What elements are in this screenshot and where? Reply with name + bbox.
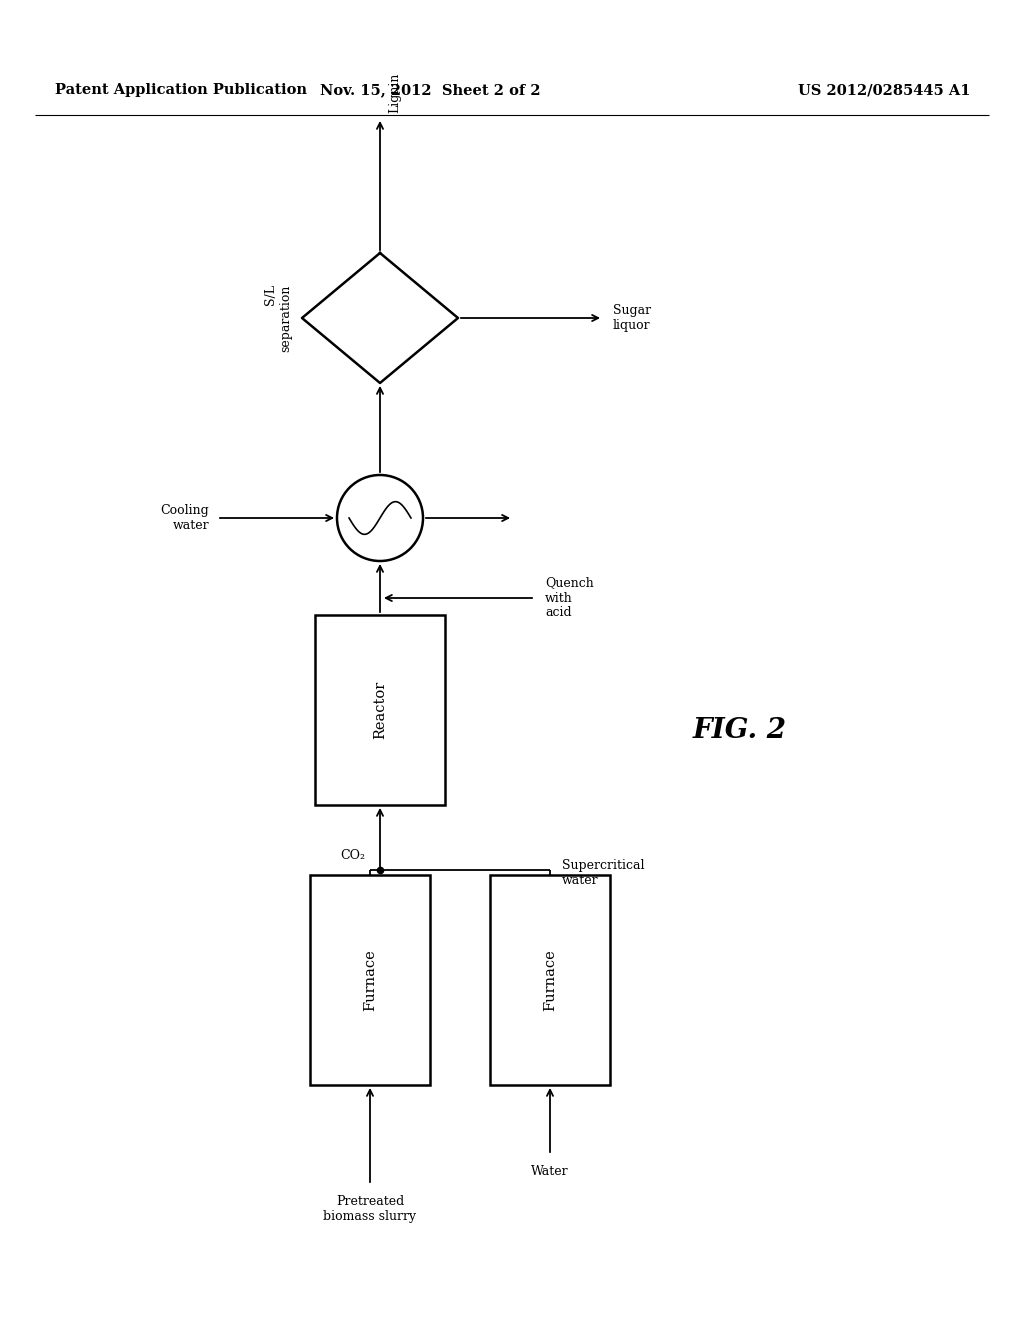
- Text: US 2012/0285445 A1: US 2012/0285445 A1: [798, 83, 970, 96]
- Text: Furnace: Furnace: [362, 949, 377, 1011]
- Text: S/L
separation: S/L separation: [264, 284, 292, 351]
- Text: Pretreated
biomass slurry: Pretreated biomass slurry: [324, 1195, 417, 1224]
- Bar: [315, 615, 445, 805]
- Text: Supercritical
water: Supercritical water: [562, 858, 644, 887]
- Text: Water: Water: [531, 1166, 568, 1177]
- Text: Lignin: Lignin: [388, 73, 401, 114]
- Text: Furnace: Furnace: [543, 949, 557, 1011]
- Bar: [310, 875, 430, 1085]
- Text: CO₂: CO₂: [340, 849, 365, 862]
- Text: Quench
with
acid: Quench with acid: [545, 577, 594, 619]
- Text: Patent Application Publication: Patent Application Publication: [55, 83, 307, 96]
- Text: FIG. 2: FIG. 2: [693, 717, 787, 743]
- Circle shape: [337, 475, 423, 561]
- Text: Cooling
water: Cooling water: [160, 504, 209, 532]
- Text: Nov. 15, 2012  Sheet 2 of 2: Nov. 15, 2012 Sheet 2 of 2: [319, 83, 541, 96]
- Text: Sugar
liquor: Sugar liquor: [613, 304, 651, 333]
- Bar: [490, 875, 610, 1085]
- Text: Reactor: Reactor: [373, 681, 387, 739]
